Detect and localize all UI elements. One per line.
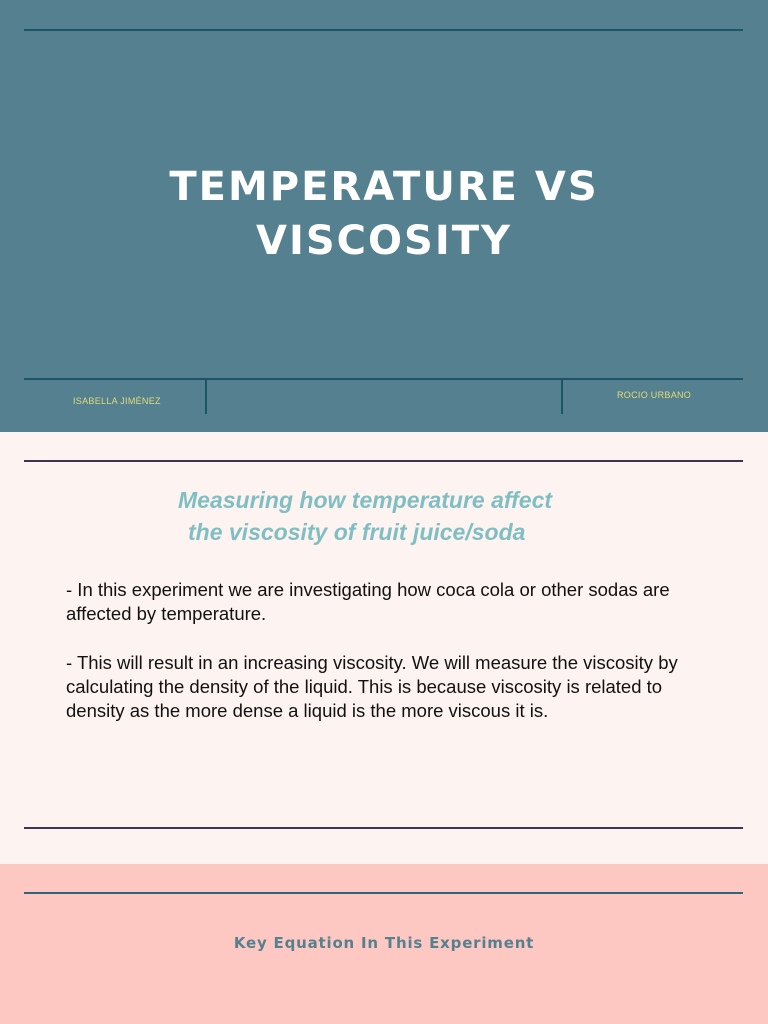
footer-separator-right <box>561 379 563 414</box>
title-line-1: TEMPERATURE VS <box>169 164 599 210</box>
equation-top-divider <box>24 892 743 894</box>
content-top-divider <box>24 460 743 462</box>
author-right: ROCIO URBANO <box>617 390 692 400</box>
footer-separator-left <box>205 379 207 414</box>
equation-heading: Key Equation In This Experiment <box>233 934 535 952</box>
section-subtitle: Measuring how temperature affect the vis… <box>178 484 552 548</box>
title-slide: TEMPERATURE VS VISCOSITY ISABELLA JIMÉNE… <box>0 0 768 432</box>
page-title: TEMPERATURE VS VISCOSITY <box>80 160 688 268</box>
paragraph-investigation: - In this experiment we are investigatin… <box>66 579 670 624</box>
top-divider <box>24 29 743 31</box>
title-line-2: VISCOSITY <box>256 218 512 264</box>
subtitle-line-2: the viscosity of fruit juice/soda <box>188 519 526 545</box>
footer-divider <box>24 378 743 380</box>
content-bottom-divider <box>24 827 743 829</box>
equation-slide: Key Equation In This Experiment <box>0 864 768 1024</box>
content-slide: Measuring how temperature affect the vis… <box>0 432 768 864</box>
paragraph-method: - This will result in an increasing visc… <box>66 652 678 721</box>
subtitle-line-1: Measuring how temperature affect <box>178 487 553 513</box>
author-left: ISABELLA JIMÉNEZ <box>73 396 161 406</box>
